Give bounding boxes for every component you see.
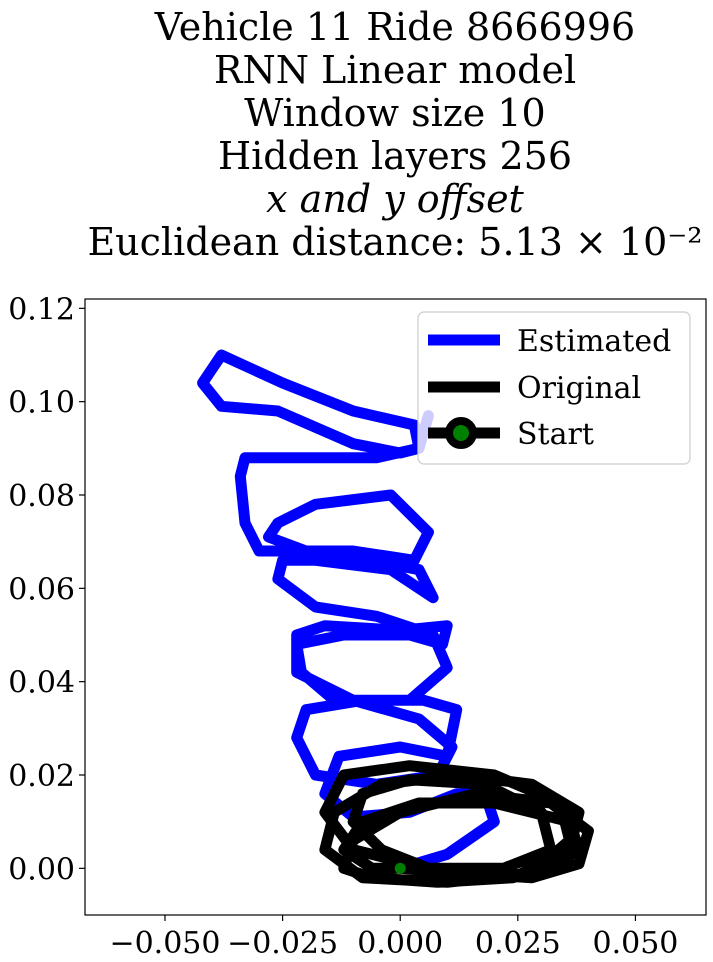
- title-line-4: Hidden layers 256: [217, 134, 573, 178]
- title-line-3: Window size 10: [244, 91, 546, 135]
- title-line-2: RNN Linear model: [213, 48, 577, 92]
- x-tick-label: 0.025: [475, 926, 561, 961]
- start-marker: [394, 862, 406, 874]
- y-tick-label: 0.12: [8, 292, 75, 327]
- legend-label-original: Original: [517, 371, 641, 406]
- x-tick-label: −0.025: [227, 926, 338, 961]
- plot-frame: [84, 298, 707, 916]
- series-line-original: [319, 760, 594, 888]
- legend-box: [417, 311, 691, 465]
- y-tick-label: 0.06: [8, 572, 75, 607]
- tick-layer: −0.050 −0.025 0.000 0.025 0.050 0.00 0.02 0.04 0…: [8, 292, 678, 961]
- legend-label-start: Start: [517, 417, 594, 452]
- series-line-estimated: [197, 349, 500, 874]
- chart-title: Vehicle 11 Ride 8666996 RNN Linear model…: [0, 6, 713, 264]
- title-line-6: Euclidean distance: 5.13 × 10⁻²: [87, 220, 703, 264]
- series-layer: [197, 349, 594, 888]
- y-tick-label: 0.08: [8, 479, 75, 514]
- legend-label-estimated: Estimated: [517, 324, 671, 359]
- legend-swatch-start-marker: [445, 417, 477, 449]
- y-tick-label: 0.00: [8, 852, 75, 887]
- legend: Estimated Original Start: [417, 311, 691, 465]
- x-tick-label: −0.050: [109, 926, 220, 961]
- x-tick-label: 0.000: [357, 926, 443, 961]
- title-line-1: Vehicle 11 Ride 8666996: [154, 5, 636, 49]
- x-tick-label: 0.050: [592, 926, 678, 961]
- title-line-5: x and y offset: [266, 177, 524, 221]
- y-tick-label: 0.10: [8, 386, 75, 421]
- y-tick-label: 0.04: [8, 666, 75, 701]
- y-tick-label: 0.02: [8, 759, 75, 794]
